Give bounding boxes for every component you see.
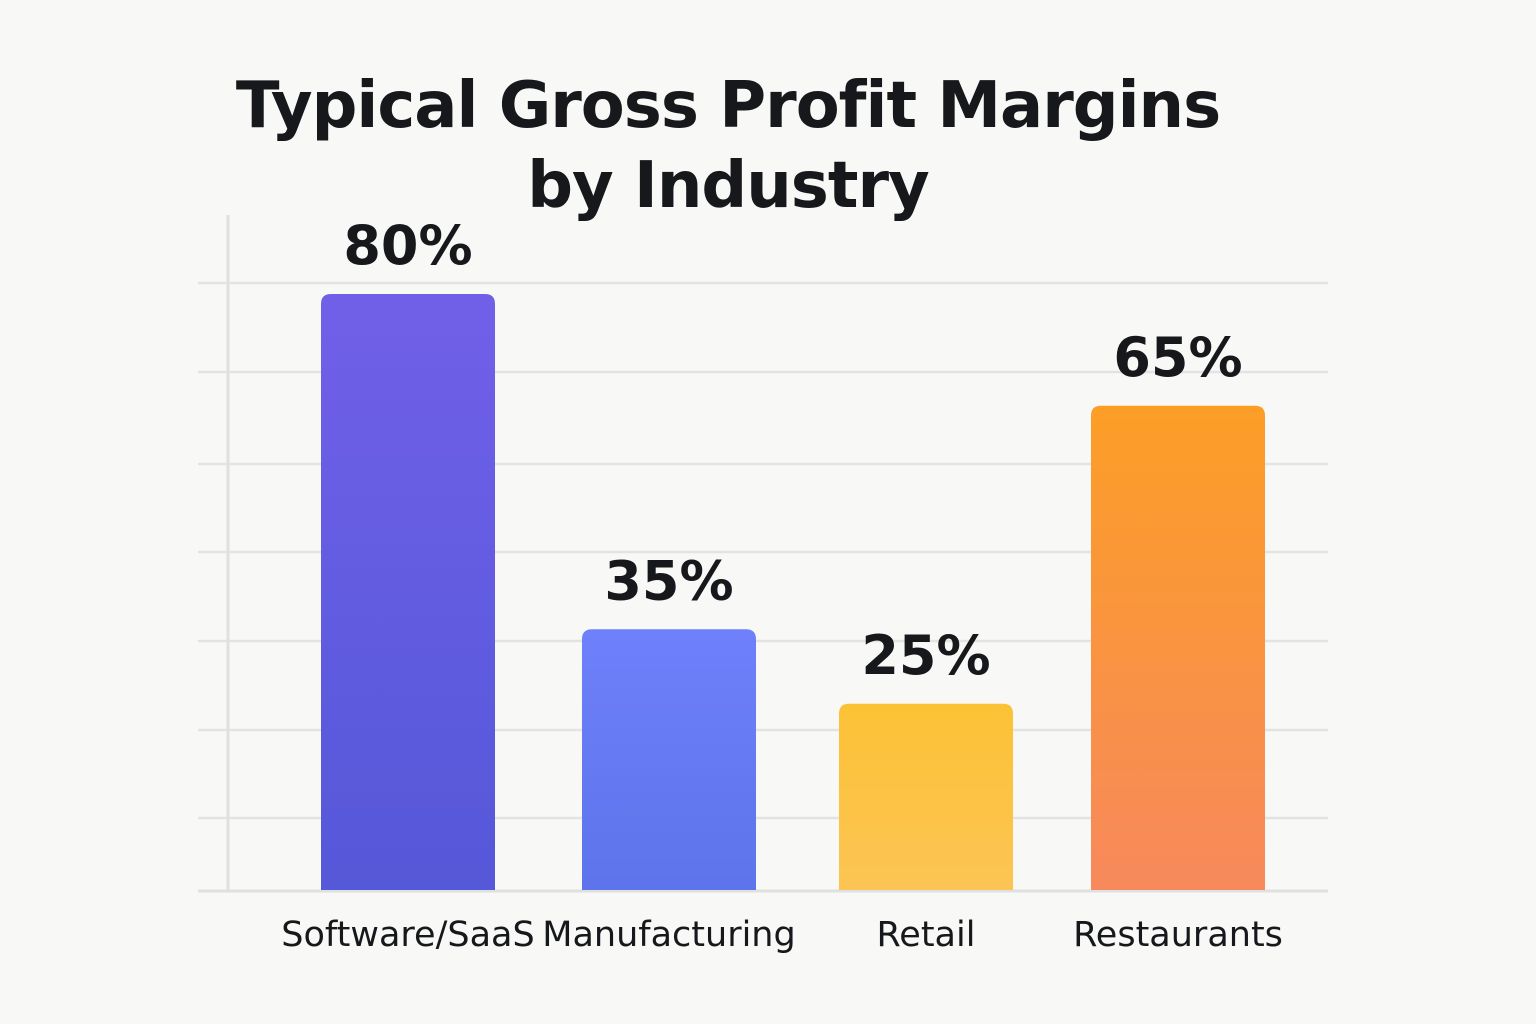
bar-retail	[839, 703, 1013, 890]
bar-manufacturing	[582, 629, 756, 890]
value-label: 65%	[1113, 326, 1242, 389]
category-label: Retail	[877, 915, 976, 955]
bar-restaurants	[1091, 405, 1265, 890]
chart-title: Typical Gross Profit Margins by Industry	[0, 66, 1456, 226]
bars	[321, 294, 1265, 890]
value-label: 35%	[604, 549, 733, 612]
labels: 80% Software/SaaS 35% Manufacturing 25% Retai…	[281, 214, 1283, 955]
category-label: Software/SaaS	[281, 915, 534, 955]
axes	[198, 215, 1328, 893]
chart-title-line-2: by Industry	[527, 149, 930, 223]
value-label: 80%	[343, 214, 472, 277]
category-label: Manufacturing	[542, 915, 795, 955]
value-label: 25%	[861, 624, 990, 687]
bar-software-saas	[321, 294, 495, 890]
chart-title-line-1: Typical Gross Profit Margins	[235, 69, 1221, 143]
category-label: Restaurants	[1073, 915, 1283, 955]
